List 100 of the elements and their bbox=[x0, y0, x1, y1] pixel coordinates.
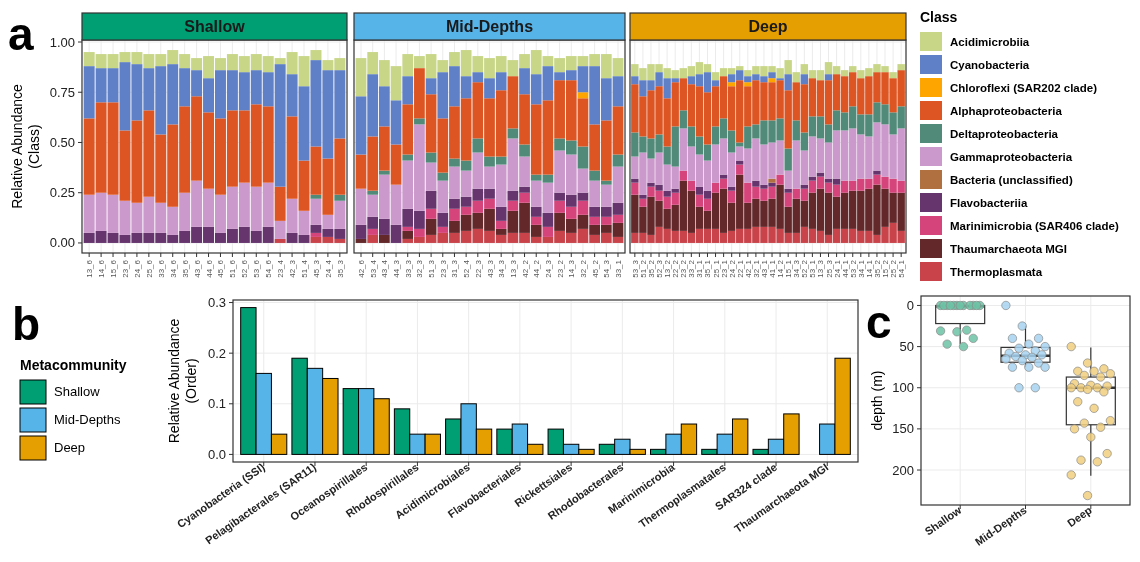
y-tick-label: 0 bbox=[906, 297, 914, 313]
x-tick-label: 34_3 bbox=[497, 259, 507, 278]
x-tick-label: 35_2 bbox=[646, 259, 656, 278]
x-tick-label: 52_3 bbox=[655, 259, 665, 278]
legend-label: Mid-Depths bbox=[54, 412, 121, 427]
x-tick-label: 24_6 bbox=[132, 259, 142, 278]
x-tick-label: 51_3 bbox=[427, 259, 437, 278]
x-tick-label: 44_1 bbox=[840, 259, 850, 278]
legend-title: Class bbox=[920, 9, 958, 25]
x-tick-label: 53_2 bbox=[848, 259, 858, 278]
x-tick-label: 43_6 bbox=[192, 259, 202, 278]
x-tick-label: 42_2 bbox=[520, 259, 530, 278]
legend-label: Deltaproteobacteria bbox=[950, 127, 1059, 140]
x-tick-label: 33_2 bbox=[687, 259, 697, 278]
x-tick-label: 54_6 bbox=[264, 259, 274, 278]
x-tick-label: 24_2 bbox=[727, 259, 737, 278]
x-tick-label: 13_6 bbox=[85, 259, 95, 278]
legend-label: Marinimicrobia (SAR406 clade) bbox=[950, 219, 1119, 232]
legend-label: Acidimicrobiia bbox=[950, 35, 1030, 48]
legend-label: Alphaproteobacteria bbox=[950, 104, 1063, 117]
legend-label: Gammaproteobacteria bbox=[950, 150, 1073, 163]
chart-title: Deep bbox=[748, 18, 788, 35]
y-tick-label: 0.50 bbox=[49, 134, 75, 150]
x-tick-label: 54_1 bbox=[897, 259, 907, 278]
x-tick-label: 15_1 bbox=[784, 259, 794, 278]
x-tick-label: 14_1 bbox=[864, 259, 874, 278]
x-tick-label: 35_3 bbox=[335, 259, 345, 278]
x-tick-label: 23_4 bbox=[276, 259, 286, 278]
legend-label: Shallow bbox=[54, 384, 101, 399]
y-axis-title: depth (m) bbox=[869, 370, 885, 431]
x-tick-label: 33_1 bbox=[613, 259, 623, 278]
x-tick-label: 31_3 bbox=[450, 259, 460, 278]
text: b bbox=[12, 298, 41, 350]
x-tick-label: 54_3 bbox=[602, 259, 612, 278]
y-tick-label: 0.00 bbox=[49, 235, 75, 251]
legend-label: Flavobacteriia bbox=[950, 196, 1028, 209]
x-tick-label: 52_6 bbox=[240, 259, 250, 278]
x-tick-label: 42_3 bbox=[288, 259, 298, 278]
x-tick-label: 15_2 bbox=[881, 259, 891, 278]
x-tick-label: 13_3 bbox=[508, 259, 518, 278]
x-tick-label: 45_3 bbox=[311, 259, 321, 278]
x-tick-label: 53_1 bbox=[808, 259, 818, 278]
legend-label: Thermoplasmata bbox=[950, 265, 1043, 278]
y-tick-label: 0.25 bbox=[49, 185, 75, 201]
x-tick-label: 52_4 bbox=[462, 259, 472, 278]
x-tick-label: 51_6 bbox=[228, 259, 238, 278]
x-tick-label: 44_3 bbox=[392, 259, 402, 278]
x-tick-label: 51_2 bbox=[638, 259, 648, 278]
x-tick-label: 23_3 bbox=[438, 259, 448, 278]
x-tick-label: 14_6 bbox=[97, 259, 107, 278]
x-tick-label: 14_2 bbox=[776, 259, 786, 278]
x-tick-label: 44_6 bbox=[204, 259, 214, 278]
x-tick-label: 24_4 bbox=[323, 259, 333, 278]
x-tick-label: 22_3 bbox=[473, 259, 483, 278]
x-tick-label: 53_6 bbox=[252, 259, 262, 278]
x-tick-label: 23_2 bbox=[555, 259, 565, 278]
x-tick-label: 13_2 bbox=[663, 259, 673, 278]
x-tick-label: 22_2 bbox=[671, 259, 681, 278]
x-tick-label: 25_1 bbox=[711, 259, 721, 278]
x-tick-label: 35_2 bbox=[872, 259, 882, 278]
y-tick-label: 0.3 bbox=[207, 295, 226, 311]
y-tick-label: 200 bbox=[892, 462, 914, 478]
x-tick-label: 53_3 bbox=[630, 259, 640, 278]
x-tick-label: 34_6 bbox=[168, 259, 178, 278]
y-axis-title: Relative Abundance (Class) bbox=[9, 84, 42, 209]
y-tick-label: 1.00 bbox=[49, 34, 75, 50]
x-tick-label: 43_4 bbox=[380, 259, 390, 278]
x-tick-label: 24_3 bbox=[543, 259, 553, 278]
x-tick-label: 24_1 bbox=[832, 259, 842, 278]
x-tick-label: 41_1 bbox=[768, 259, 778, 278]
y-tick-label: 0.75 bbox=[49, 84, 75, 100]
x-tick-label: 33_3 bbox=[403, 259, 413, 278]
legend-title: Metacommunity bbox=[20, 357, 127, 373]
x-tick-label: 53_4 bbox=[368, 259, 378, 278]
x-tick-label: 34_3 bbox=[792, 259, 802, 278]
legend-label: Chloroflexi (SAR202 clade) bbox=[950, 81, 1098, 94]
y-tick-label: 0.2 bbox=[207, 345, 226, 361]
x-tick-label: 31_1 bbox=[695, 259, 705, 278]
chart-title: Mid-Depths bbox=[445, 18, 534, 35]
x-tick-label: 23_1 bbox=[719, 259, 729, 278]
x-tick-label: 33_6 bbox=[156, 259, 166, 278]
x-tick-label: 25_2 bbox=[889, 259, 899, 278]
x-tick-label: 45_6 bbox=[216, 259, 226, 278]
x-tick-label: 22_1 bbox=[735, 259, 745, 278]
x-tick-label: 23_6 bbox=[120, 259, 130, 278]
x-tick-label: 32_2 bbox=[578, 259, 588, 278]
y-tick-label: 100 bbox=[892, 380, 914, 396]
legend-label: Thaumarchaeota MGI bbox=[950, 242, 1067, 255]
x-tick-label: 32_3 bbox=[415, 259, 425, 278]
x-tick-label: 44_2 bbox=[532, 259, 542, 278]
x-tick-label: 43_1 bbox=[759, 259, 769, 278]
x-tick-label: 45_2 bbox=[590, 259, 600, 278]
x-tick-label: 32_1 bbox=[751, 259, 761, 278]
text: c bbox=[866, 296, 892, 348]
chart-title: Shallow bbox=[184, 18, 246, 35]
x-tick-label: 35_6 bbox=[180, 259, 190, 278]
x-tick-label: 52_2 bbox=[800, 259, 810, 278]
y-tick-label: 50 bbox=[899, 339, 914, 355]
x-tick-label: 25_3 bbox=[824, 259, 834, 278]
x-tick-label: 43_3 bbox=[485, 259, 495, 278]
